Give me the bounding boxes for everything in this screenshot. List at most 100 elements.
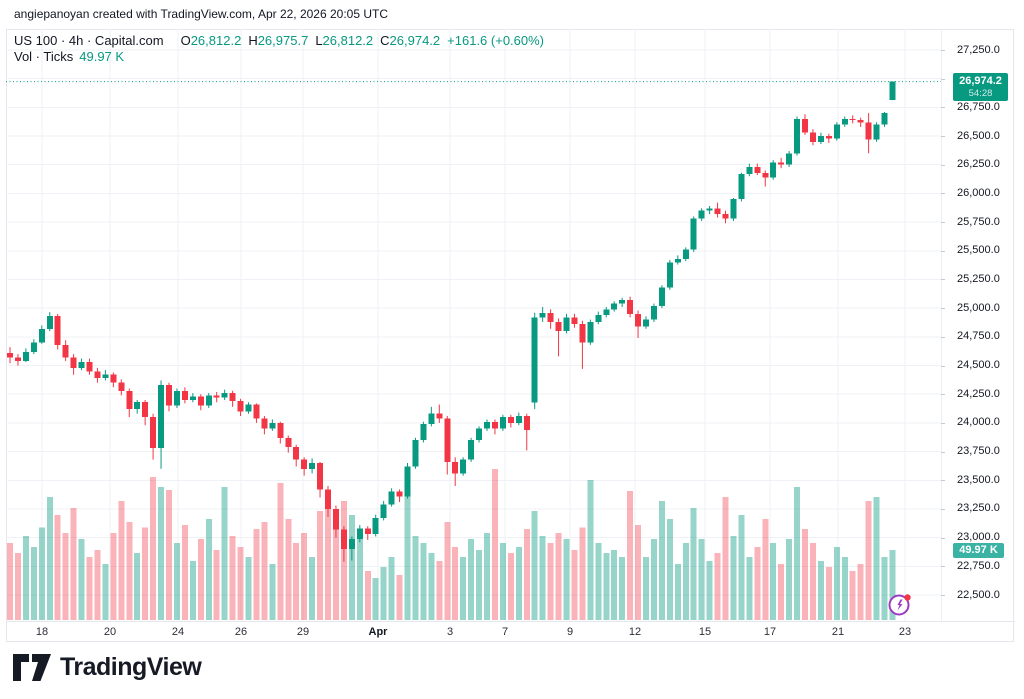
candle-body	[507, 417, 514, 423]
candle-body	[833, 124, 840, 139]
volume-bar	[412, 536, 419, 620]
last-price-badge: 26,974.2 54:28	[953, 72, 1008, 101]
symbol-title[interactable]: US 100 · 4h · Capital.com	[14, 33, 164, 48]
volume-bar	[38, 527, 45, 620]
volume-bar	[150, 477, 157, 620]
candle-body	[396, 491, 403, 497]
volume-bar	[794, 487, 801, 620]
candle-body	[173, 390, 180, 406]
candle-body	[841, 118, 848, 125]
volume-bar	[173, 543, 180, 620]
candle-body	[317, 463, 324, 490]
volume-bar	[627, 491, 634, 620]
volume-bar	[436, 561, 443, 620]
candle-body	[293, 446, 300, 460]
candle-body	[118, 382, 125, 391]
open-label: O	[180, 33, 191, 48]
candle-body	[460, 459, 467, 474]
candle-body	[14, 357, 21, 361]
volume-bar	[738, 515, 745, 620]
volume-bar	[293, 543, 300, 620]
candle-body	[611, 303, 618, 310]
volume-bar	[301, 533, 308, 620]
candle-body	[794, 118, 801, 154]
volume-bar	[770, 543, 777, 620]
close-value: 26,974.2	[389, 33, 441, 48]
candle-body	[221, 393, 228, 398]
volume-bar	[285, 519, 292, 620]
volume-bar	[126, 522, 133, 620]
chart-legend: US 100 · 4h · Capital.com O26,812.2 H26,97…	[14, 33, 544, 65]
volume-bar	[484, 533, 490, 620]
chart-plot-area[interactable]	[6, 29, 941, 621]
candle-body	[682, 249, 689, 259]
candle-body	[531, 317, 538, 403]
volume-bar	[587, 480, 594, 620]
candle-body	[404, 466, 411, 497]
candle-body	[754, 167, 761, 173]
candle-body	[762, 172, 769, 178]
volume-bar	[468, 538, 475, 620]
volume-bar	[865, 501, 872, 620]
candle-body	[643, 319, 649, 327]
volume-bar	[94, 550, 101, 620]
time-axis-label: Apr	[368, 626, 388, 638]
candle-body	[571, 317, 578, 325]
candle-body	[62, 344, 69, 358]
candle-body	[547, 312, 554, 322]
candle-body	[714, 208, 721, 215]
candle-body	[38, 328, 45, 343]
volume-bar	[380, 566, 387, 620]
candle-body	[142, 402, 149, 418]
candle-body	[325, 489, 331, 509]
volume-bar	[309, 557, 316, 620]
candle-body	[261, 418, 268, 429]
attribution-text: angiepanoyan created with TradingView.co…	[14, 7, 389, 21]
tradingview-logo[interactable]: TradingView	[13, 653, 202, 682]
volume-bar	[317, 510, 324, 620]
volume-bar	[348, 515, 355, 620]
volume-bar	[22, 536, 29, 620]
volume-bar	[30, 547, 37, 620]
candle-body	[356, 528, 363, 539]
time-axis-label: 9	[566, 626, 574, 638]
volume-bar	[825, 566, 832, 620]
volume-bar	[635, 524, 642, 620]
candle-body	[849, 118, 856, 120]
volume-bar	[134, 552, 141, 620]
candle-body	[70, 357, 77, 368]
candle-body	[277, 422, 284, 438]
volume-bar	[14, 552, 21, 620]
volume-bar	[46, 496, 53, 620]
volume-bar	[269, 564, 276, 620]
candle-body	[213, 395, 220, 398]
candle-body	[674, 258, 681, 263]
volume-bar	[70, 508, 77, 620]
candle-body	[746, 167, 753, 174]
volume-bar	[78, 538, 85, 620]
close-label: C	[380, 33, 390, 48]
time-axis-label: 21	[831, 626, 845, 638]
time-scale[interactable]: 18 20 24 26 29 Apr 3 7 9 12 15 17 21 23	[0, 626, 1014, 642]
candle-body	[205, 395, 212, 406]
flash-marker-icon[interactable]	[886, 591, 913, 618]
volume-bar	[643, 557, 649, 620]
volume-bar	[396, 575, 403, 620]
tradingview-logo-text: TradingView	[60, 653, 202, 681]
candle-body	[491, 421, 498, 429]
candle-body	[817, 136, 824, 142]
lightning-bolt-icon	[897, 599, 903, 611]
volume-bar	[595, 543, 602, 620]
candle-body	[444, 418, 451, 462]
volume-bar	[603, 552, 610, 620]
legend-volume-row: Vol · Ticks 49.97 K	[14, 49, 544, 65]
candle-body	[539, 312, 546, 318]
time-scale-separator	[6, 621, 1015, 622]
volume-bar	[428, 552, 435, 620]
volume-bar	[62, 533, 69, 620]
volume-bar	[158, 487, 165, 620]
chart-panel	[6, 29, 1014, 642]
volume-bar	[762, 519, 769, 620]
candle-body	[412, 440, 419, 467]
volume-bar	[563, 538, 570, 620]
